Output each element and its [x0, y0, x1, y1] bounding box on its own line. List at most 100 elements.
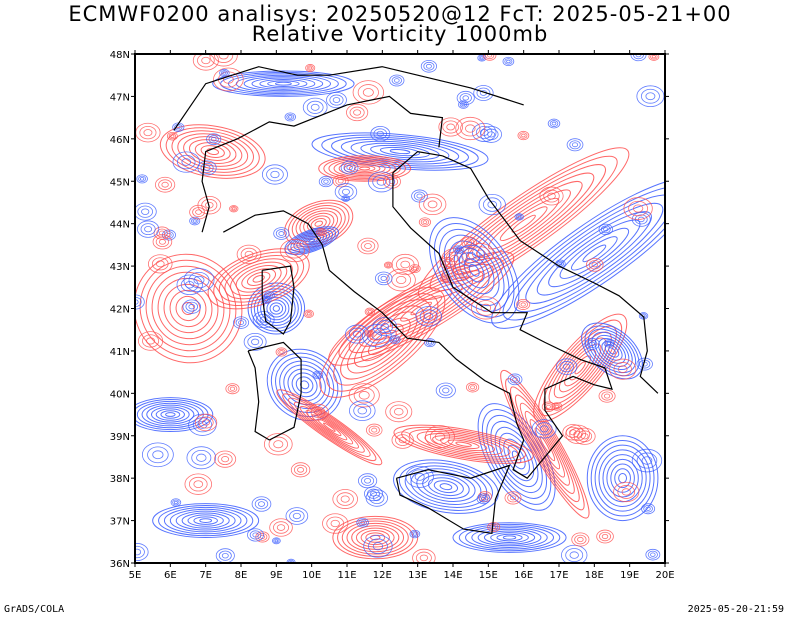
vorticity-contour	[293, 401, 365, 453]
lat-tick-label: 45N	[110, 177, 130, 188]
vorticity-contour-small	[460, 120, 481, 137]
vorticity-contour-small	[395, 257, 415, 272]
title-line-1: ECMWF0200 analisys: 20250520@12 FcT: 202…	[68, 2, 732, 26]
vorticity-contour	[279, 360, 330, 410]
vorticity-contour-small	[574, 534, 587, 545]
vorticity-contour-small	[172, 499, 180, 506]
vorticity-contour-small	[218, 550, 232, 561]
vorticity-contour-small	[465, 124, 476, 133]
vorticity-contour-small	[191, 449, 212, 466]
vorticity-contour-small	[458, 100, 469, 109]
vorticity-contour-small	[606, 341, 611, 345]
vorticity-contour-small	[308, 66, 313, 70]
vorticity-contour-small	[188, 476, 208, 492]
vorticity-contour	[502, 186, 665, 321]
vorticity-contour-small	[200, 162, 214, 174]
vorticity-contour-small	[170, 498, 182, 507]
vorticity-contour-small	[364, 478, 372, 484]
vorticity-contour	[427, 477, 464, 497]
vorticity-contour	[169, 289, 207, 328]
vorticity-contour-small	[286, 113, 295, 121]
vorticity-contour	[259, 78, 308, 89]
vorticity-contour-small	[398, 436, 407, 444]
vorticity-contour-small	[357, 84, 379, 101]
vorticity-contour	[152, 503, 260, 539]
vorticity-contour-small	[219, 68, 230, 78]
vorticity-contour-small	[385, 401, 413, 423]
vorticity-contour-small	[217, 453, 233, 465]
vorticity-contour-small	[418, 193, 447, 216]
vorticity-contour-small	[647, 550, 658, 559]
vorticity-contour-small	[442, 387, 450, 394]
coastline	[247, 341, 302, 441]
vorticity-contour-small	[648, 54, 660, 61]
vorticity-contour-small	[636, 452, 658, 469]
vorticity-contour-small	[318, 175, 334, 188]
vorticity-contour-small	[603, 227, 609, 232]
vorticity-contour-small	[158, 230, 166, 236]
vorticity-contour-small	[261, 295, 272, 304]
vorticity-contour-small	[558, 262, 563, 266]
vorticity-contours	[135, 54, 665, 563]
vorticity-contour	[155, 408, 185, 421]
vorticity-contour-small	[605, 340, 613, 347]
vorticity-contour-small	[420, 59, 437, 73]
vorticity-contour-small	[386, 268, 416, 292]
lat-tick-label: 43N	[110, 262, 130, 273]
coastline	[173, 66, 524, 131]
coastline-borders	[173, 66, 659, 534]
lon-tick-label: 10E	[302, 570, 321, 581]
vorticity-contour-small	[487, 54, 493, 58]
vorticity-contour	[548, 219, 641, 288]
vorticity-contour-small	[420, 218, 430, 226]
vorticity-contour-small	[425, 63, 432, 69]
vorticity-contour-small	[144, 226, 153, 233]
vorticity-contour-small	[586, 339, 598, 349]
vorticity-contour	[328, 158, 401, 179]
vorticity-contour-small	[306, 100, 324, 114]
vorticity-contour-small	[641, 503, 656, 515]
vorticity-contour	[393, 459, 499, 514]
vorticity-contour	[408, 428, 519, 460]
vorticity-contour-small	[310, 406, 326, 418]
vorticity-contour-small	[645, 92, 656, 101]
vorticity-contour	[267, 80, 300, 88]
vorticity-contour-small	[182, 299, 201, 314]
vorticity-contour	[266, 299, 287, 318]
vorticity-contour-small	[222, 71, 227, 75]
vorticity-contour	[318, 155, 412, 182]
vorticity-contour-small	[229, 386, 236, 391]
vorticity-contour	[165, 127, 260, 176]
vorticity-contour	[539, 435, 551, 453]
vorticity-contour-small	[332, 489, 358, 509]
vorticity-contour-small	[471, 122, 497, 142]
vorticity-contour-small	[645, 506, 651, 511]
vorticity-contour-small	[531, 419, 557, 439]
vorticity-contour-small	[238, 320, 244, 325]
vorticity-contour-small	[509, 375, 521, 384]
vorticity-contour-small	[485, 54, 495, 60]
vorticity-contour-small	[158, 179, 172, 191]
vorticity-contour-small	[349, 400, 376, 422]
vorticity-contour-small	[609, 358, 637, 380]
vorticity-contour-small	[535, 422, 553, 436]
vorticity-contour	[151, 271, 225, 346]
lat-tick-label: 48N	[110, 50, 130, 61]
vorticity-contour-small	[376, 130, 384, 137]
vorticity-contour-small	[293, 464, 308, 475]
vorticity-contour-small	[176, 154, 196, 170]
vorticity-contour	[416, 431, 511, 458]
vorticity-contour-small	[621, 488, 631, 496]
vorticity-contour-small	[276, 524, 286, 531]
vorticity-contour	[323, 422, 336, 432]
vorticity-contour-small	[326, 516, 345, 531]
vorticity-contour	[212, 70, 355, 97]
vorticity-contour-small	[487, 521, 501, 533]
vorticity-contour-small	[585, 257, 604, 272]
vorticity-contour	[135, 397, 214, 433]
vorticity-contour	[326, 293, 439, 392]
lat-tick-label: 42N	[110, 305, 130, 316]
vorticity-contour-small	[471, 246, 490, 261]
vorticity-contour-small	[192, 54, 219, 71]
vorticity-contour	[458, 523, 561, 552]
